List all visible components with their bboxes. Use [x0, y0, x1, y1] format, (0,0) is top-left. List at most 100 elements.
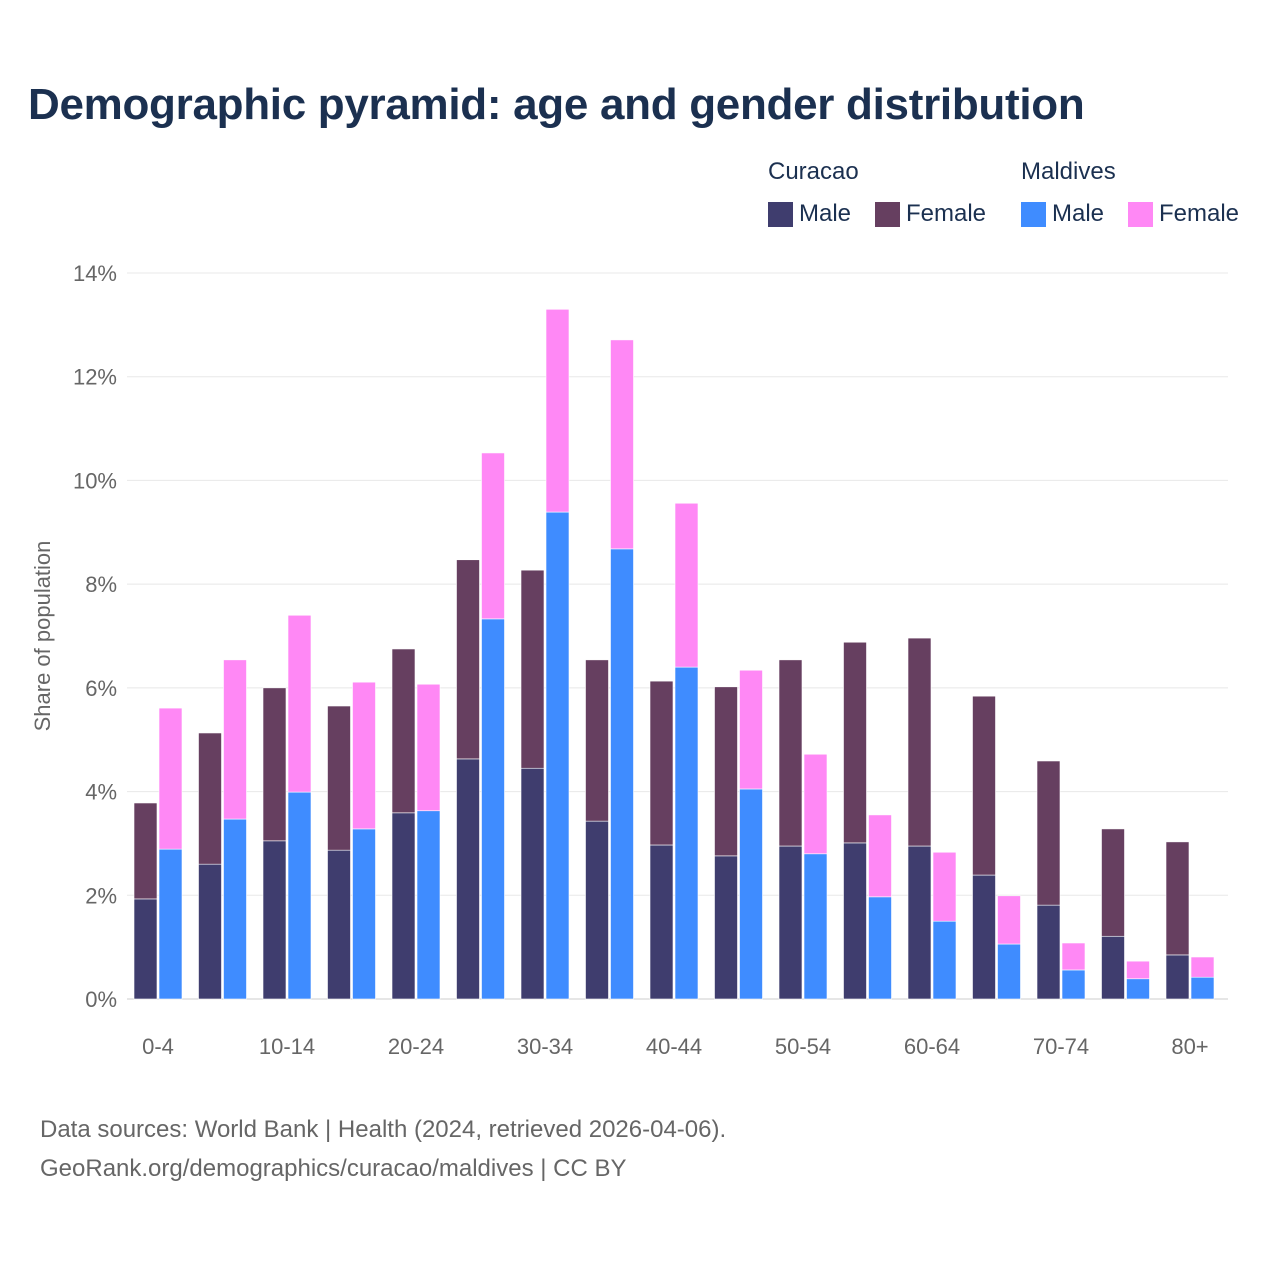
bar-maldives-female: [1126, 960, 1150, 980]
x-tick-label: 30-34: [517, 1034, 573, 1059]
bar-maldives-male: [1126, 978, 1150, 1000]
bar-curacao-male: [133, 898, 158, 1000]
bar-maldives-male: [416, 810, 441, 1000]
bar-curacao-female: [456, 559, 480, 760]
bar-maldives-male: [481, 618, 505, 1000]
legend-label: Female: [906, 200, 987, 227]
legend-swatch: [875, 201, 900, 227]
y-tick-label: 10%: [73, 468, 117, 493]
legend-maldives-male: Male: [1021, 200, 1104, 228]
bar-maldives-male: [739, 788, 763, 1000]
bar-curacao-male: [843, 842, 867, 1000]
bar-curacao-female: [714, 686, 738, 857]
bar-maldives-male: [158, 848, 183, 1000]
bar-curacao-male: [972, 874, 996, 1000]
bar-curacao-male: [520, 767, 545, 1000]
bar-curacao-male: [585, 820, 609, 1000]
y-tick-label: 14%: [73, 261, 117, 286]
bar-curacao-female: [262, 687, 287, 842]
bar-maldives-female: [545, 308, 570, 513]
bar-maldives-female: [997, 895, 1021, 945]
y-tick-label: 12%: [73, 365, 117, 390]
y-tick-label: 2%: [85, 883, 117, 908]
legend-maldives-female: Female: [1128, 200, 1239, 228]
legend-swatch: [1021, 201, 1046, 227]
bar-maldives-male: [610, 548, 634, 1000]
bar-maldives-male: [223, 818, 247, 1000]
bar-maldives-female: [1190, 956, 1215, 978]
bar-maldives-female: [287, 614, 312, 793]
footer-link: GeoRank.org/demographics/curacao/maldive…: [40, 1155, 627, 1182]
x-tick-label: 20-24: [388, 1034, 444, 1059]
bar-curacao-female: [907, 637, 932, 847]
bar-curacao-male: [198, 863, 222, 1000]
legend-group-curacao: Curacao: [768, 158, 859, 185]
legend-group-maldives: Maldives: [1021, 158, 1116, 185]
bar-curacao-male: [1036, 904, 1061, 1000]
bar-maldives-female: [610, 339, 634, 550]
bar-maldives-male: [545, 511, 570, 1000]
legend-swatch: [768, 201, 793, 227]
legend-curacao-female: Female: [875, 200, 986, 228]
legend-swatch: [1128, 201, 1153, 227]
bar-maldives-female: [1061, 942, 1086, 971]
bar-curacao-male: [391, 812, 416, 1000]
bar-maldives-female: [481, 452, 505, 620]
x-tick-label: 0-4: [142, 1034, 174, 1059]
bar-curacao-female: [391, 648, 416, 814]
bar-maldives-female: [674, 502, 699, 668]
bar-maldives-female: [158, 707, 183, 850]
x-tick-label: 40-44: [646, 1034, 702, 1059]
legend-label: Male: [799, 200, 852, 227]
bar-curacao-female: [585, 659, 609, 822]
bar-curacao-male: [262, 840, 287, 1000]
bar-maldives-female: [868, 814, 892, 898]
bar-maldives-male: [997, 943, 1021, 1000]
bar-curacao-male: [714, 855, 738, 1000]
bar-maldives-female: [352, 681, 376, 830]
bar-curacao-female: [520, 569, 545, 769]
bar-curacao-male: [778, 845, 803, 1000]
y-axis-label: Share of population: [30, 541, 55, 732]
bar-maldives-male: [932, 920, 957, 1000]
bar-maldives-male: [868, 896, 892, 1000]
bar-maldives-female: [932, 851, 957, 922]
bar-maldives-female: [739, 669, 763, 790]
bar-curacao-male: [456, 758, 480, 1000]
footer-source: Data sources: World Bank | Health (2024,…: [40, 1116, 727, 1143]
bar-curacao-male: [649, 844, 674, 1000]
legend-label: Male: [1052, 200, 1105, 227]
bar-maldives-male: [352, 828, 376, 1000]
bar-curacao-female: [649, 680, 674, 846]
bar-maldives-male: [674, 666, 699, 1000]
bar-curacao-female: [778, 659, 803, 847]
bar-curacao-female: [972, 695, 996, 876]
x-tick-label: 50-54: [775, 1034, 831, 1059]
y-tick-label: 8%: [85, 572, 117, 597]
legend-label: Female: [1159, 200, 1240, 227]
bar-maldives-male: [287, 791, 312, 1000]
bar-curacao-male: [907, 845, 932, 1000]
x-tick-label: 70-74: [1033, 1034, 1089, 1059]
bar-curacao-female: [1165, 841, 1190, 956]
x-tick-label: 80+: [1171, 1034, 1208, 1059]
bar-curacao-female: [133, 802, 158, 900]
y-tick-label: 6%: [85, 676, 117, 701]
bar-curacao-male: [1101, 935, 1125, 1000]
bar-curacao-male: [327, 849, 351, 1000]
legend-curacao-male: Male: [768, 200, 851, 228]
bar-curacao-female: [327, 705, 351, 851]
chart-title: Demographic pyramid: age and gender dist…: [28, 80, 1085, 129]
bar-maldives-male: [803, 853, 828, 1000]
y-tick-label: 4%: [85, 780, 117, 805]
bar-maldives-male: [1190, 976, 1215, 1000]
bar-curacao-male: [1165, 954, 1190, 1000]
bar-curacao-female: [198, 732, 222, 865]
bar-curacao-female: [1036, 760, 1061, 906]
bar-maldives-male: [1061, 969, 1086, 1000]
x-tick-label: 60-64: [904, 1034, 960, 1059]
x-tick-label: 10-14: [259, 1034, 315, 1059]
bar-curacao-female: [843, 641, 867, 844]
bar-curacao-female: [1101, 828, 1125, 937]
